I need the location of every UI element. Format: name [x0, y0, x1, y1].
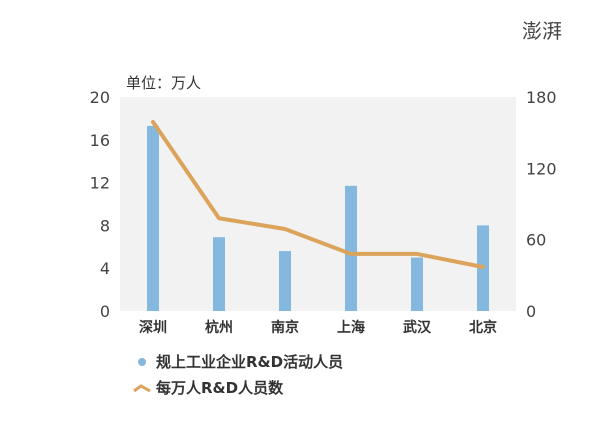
bar	[213, 237, 225, 311]
right-axis-tick: 120	[526, 159, 557, 178]
right-axis-tick: 180	[526, 88, 557, 107]
category-label: 杭州	[205, 319, 233, 336]
left-axis-tick: 0	[100, 302, 110, 321]
left-axis-tick: 16	[90, 131, 110, 150]
legend-line-label: 每万人R&D人员数	[156, 379, 284, 397]
logo: 澎湃	[522, 19, 562, 43]
left-axis-tick: 4	[100, 259, 110, 278]
category-label: 北京	[469, 319, 497, 336]
left-axis-tick: 12	[90, 174, 110, 193]
bar	[345, 185, 357, 311]
legend: 规上工业企业R&D活动人员 每万人R&D人员数	[133, 353, 343, 397]
category-label: 上海	[337, 319, 365, 336]
unit-label: 单位：万人	[126, 74, 201, 92]
left-axis-tick: 8	[100, 216, 110, 235]
right-axis: 0 60 120 180	[526, 88, 557, 321]
right-axis-tick: 0	[526, 302, 536, 321]
bar	[147, 125, 159, 311]
right-axis-tick: 60	[526, 231, 546, 250]
legend-bar-label: 规上工业企业R&D活动人员	[156, 353, 343, 371]
bar	[279, 251, 291, 311]
legend-bar-marker	[138, 358, 146, 366]
left-axis-tick: 20	[90, 88, 110, 107]
category-labels: 深圳 杭州 南京 上海 武汉 北京	[139, 319, 497, 336]
category-label: 南京	[271, 319, 299, 336]
category-label: 深圳	[139, 319, 167, 336]
bar	[411, 257, 423, 311]
line-series	[151, 119, 485, 270]
left-axis: 0 4 8 12 16 20	[90, 88, 110, 321]
category-label: 武汉	[403, 319, 432, 336]
plot-area	[120, 97, 516, 311]
legend-line-marker	[133, 384, 151, 393]
